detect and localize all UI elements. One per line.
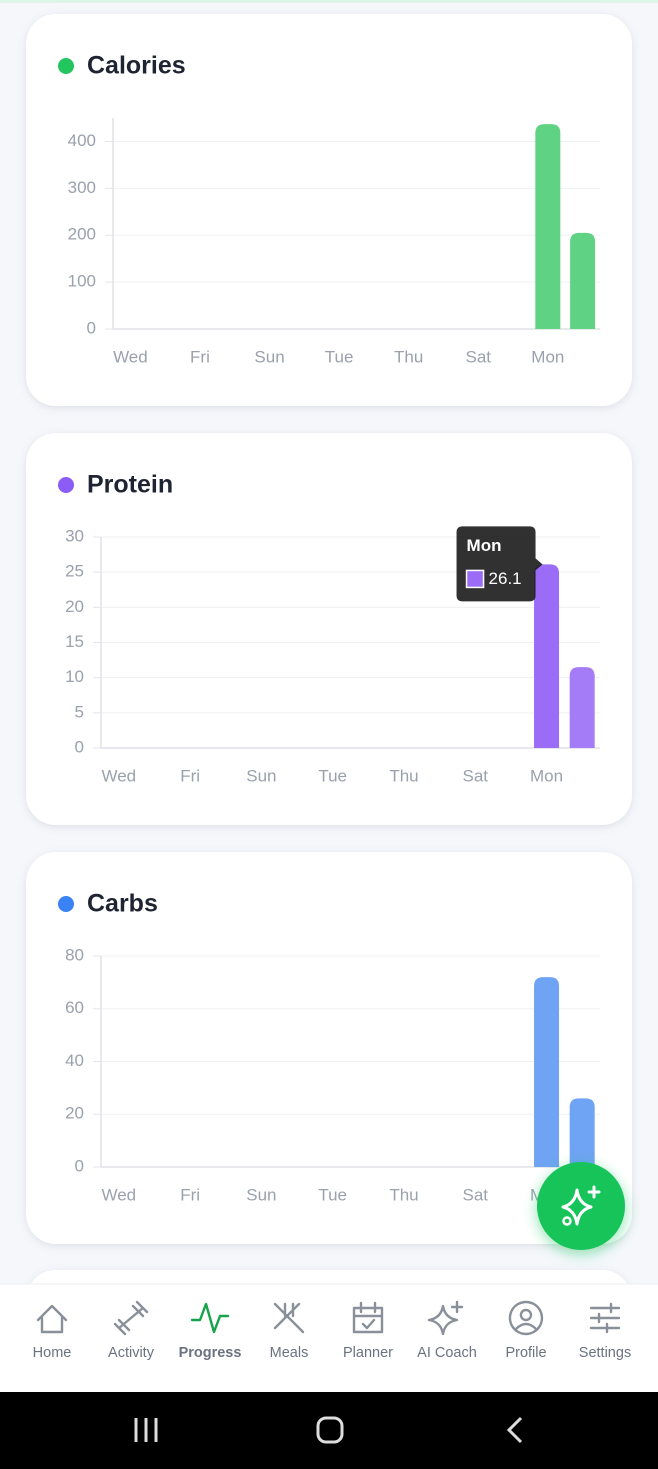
nav-item[interactable]: Meals xyxy=(270,1302,309,1361)
nav-label: Progress xyxy=(179,1345,242,1361)
x-tick-label: Thu xyxy=(389,766,418,785)
nav-label: Planner xyxy=(343,1345,393,1361)
x-tick-label: Sat xyxy=(462,766,488,785)
x-tick-label: Mon xyxy=(531,347,564,366)
bottom-nav xyxy=(0,1284,658,1392)
y-tick-label: 400 xyxy=(68,131,96,150)
recent-button[interactable] xyxy=(134,1418,158,1442)
x-tick-label: Thu xyxy=(389,1185,418,1204)
tooltip: Mon 26.1 xyxy=(456,526,543,602)
nav-item[interactable]: Planner xyxy=(343,1301,393,1361)
chart-title: Carbs xyxy=(87,890,158,918)
tooltip-title: Mon xyxy=(467,536,502,555)
bar xyxy=(534,564,560,748)
fab-icon xyxy=(561,1188,593,1226)
nav-label: AI Coach xyxy=(417,1345,477,1361)
nav-label: Settings xyxy=(579,1345,631,1361)
card xyxy=(26,852,632,1244)
x-tick-label: Mon xyxy=(530,766,563,785)
chart-card: Protein 0 5 10 15 20 25 30 Wed Fri Sun Tue Thu Sat Mon… xyxy=(26,433,632,825)
bar xyxy=(569,1098,595,1167)
nav-item[interactable]: Home xyxy=(33,1304,72,1361)
nav-item[interactable]: Progress xyxy=(179,1302,242,1361)
x-tick-label: Fri xyxy=(190,347,210,366)
nav-icon xyxy=(427,1300,464,1336)
x-tick-label: Fri xyxy=(180,1185,200,1204)
y-tick-label: 10 xyxy=(65,667,84,686)
y-tick-label: 40 xyxy=(65,1051,84,1070)
card xyxy=(26,14,632,406)
x-tick-label: Sun xyxy=(246,1185,276,1204)
nav-icon xyxy=(36,1304,68,1334)
x-tick-label: Tue xyxy=(318,766,347,785)
x-tick-label: Tue xyxy=(325,347,354,366)
tooltip-value: 26.1 xyxy=(489,569,522,588)
nav-item[interactable]: AI Coach xyxy=(417,1300,477,1361)
nav-icon xyxy=(589,1302,621,1334)
y-tick-label: 100 xyxy=(68,272,96,291)
y-tick-label: 20 xyxy=(65,1104,84,1123)
y-tick-label: 300 xyxy=(68,178,96,197)
tooltip-swatch xyxy=(465,569,485,589)
y-tick-label: 0 xyxy=(75,1156,84,1175)
bar xyxy=(534,977,560,1167)
chart-title: Calories xyxy=(87,52,186,80)
nav-icon xyxy=(273,1302,305,1334)
chart-card: Carbs020406080WedFriSunTueThuSatMon xyxy=(26,852,632,1244)
system-bar xyxy=(0,1392,658,1469)
fab[interactable] xyxy=(537,1162,625,1250)
x-tick-label: Wed xyxy=(101,1185,136,1204)
x-tick-label: Wed xyxy=(101,766,136,785)
x-tick-label: Wed xyxy=(113,347,148,366)
bar xyxy=(569,667,595,748)
x-tick-label: Tue xyxy=(318,1185,347,1204)
system-buttons xyxy=(134,1416,523,1444)
fab-icon-dot xyxy=(562,1216,572,1226)
fab-icon-plus xyxy=(587,1185,601,1199)
nav-icon xyxy=(190,1302,230,1334)
nav-icon xyxy=(352,1301,384,1334)
nav-label: Meals xyxy=(270,1345,309,1361)
y-tick-label: 200 xyxy=(68,225,96,244)
back-button[interactable] xyxy=(506,1416,523,1444)
x-tick-label: Sat xyxy=(462,1185,488,1204)
y-tick-label: 60 xyxy=(65,998,84,1017)
y-tick-label: 0 xyxy=(75,737,84,756)
nav-item[interactable]: Profile xyxy=(505,1300,547,1361)
home-button[interactable] xyxy=(316,1416,344,1444)
fab-button[interactable] xyxy=(537,1162,625,1250)
legend-dot xyxy=(58,896,74,912)
x-tick-label: Thu xyxy=(394,347,423,366)
nav-icon xyxy=(113,1300,149,1336)
legend-dot xyxy=(58,477,74,493)
x-tick-label: Sun xyxy=(246,766,276,785)
y-tick-label: 0 xyxy=(87,318,96,337)
nav-items: Home Activity Progress Meals Planner AI Coach… xyxy=(33,1300,631,1361)
chart-card: Calories 0 100 200 300 400 Wed Fri Sun Tue Thu Sat M… xyxy=(26,14,632,406)
nav-item[interactable]: Settings xyxy=(579,1302,631,1361)
x-tick-label: Sat xyxy=(465,347,491,366)
nav-label: Home xyxy=(33,1345,72,1361)
nav-icon xyxy=(508,1300,544,1336)
legend-dot xyxy=(58,58,74,74)
x-tick-label: Fri xyxy=(180,766,200,785)
x-tick-label: Sun xyxy=(254,347,284,366)
nav-label: Profile xyxy=(505,1345,546,1361)
y-tick-label: 80 xyxy=(65,945,84,964)
bar xyxy=(535,124,561,330)
y-tick-label: 30 xyxy=(65,526,84,545)
nav-item[interactable]: Activity xyxy=(108,1300,155,1361)
y-tick-label: 20 xyxy=(65,597,84,616)
chart-title: Protein xyxy=(87,471,173,499)
nav-label: Activity xyxy=(108,1345,155,1361)
y-tick-label: 25 xyxy=(65,562,84,581)
y-tick-label: 15 xyxy=(65,632,84,651)
bar xyxy=(570,232,596,329)
top-edge xyxy=(0,0,658,3)
y-tick-label: 5 xyxy=(75,702,84,721)
